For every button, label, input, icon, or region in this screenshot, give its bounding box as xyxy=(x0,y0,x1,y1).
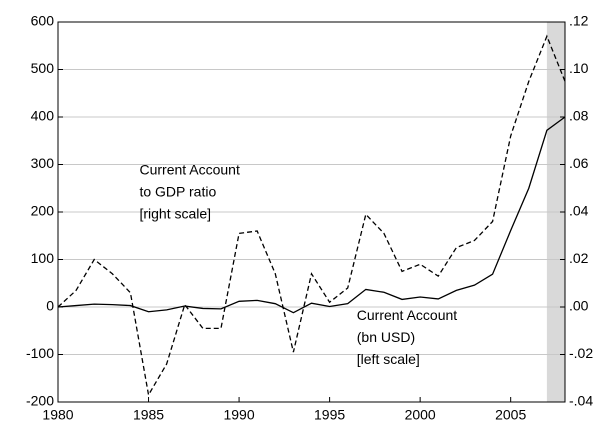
annotation: Current Account xyxy=(357,307,457,323)
y-tick-label: 400 xyxy=(31,108,55,124)
y-tick-label: 300 xyxy=(31,155,55,171)
x-tick-label: 1995 xyxy=(314,407,345,423)
y-tick-label: 0 xyxy=(46,298,54,314)
y2-tick-label: .00 xyxy=(569,298,589,314)
y-tick-label: -200 xyxy=(26,393,54,409)
y-tick-label: 100 xyxy=(31,250,55,266)
annotation: (bn USD) xyxy=(357,329,415,345)
y2-tick-label: .12 xyxy=(569,13,589,29)
annotation: to GDP ratio xyxy=(139,183,216,199)
y2-tick-label: .02 xyxy=(569,250,589,266)
y2-tick-label: .08 xyxy=(569,108,589,124)
x-tick-label: 2005 xyxy=(495,407,526,423)
y2-tick-label: -.04 xyxy=(569,393,593,409)
y-tick-label: 600 xyxy=(31,13,55,29)
y2-tick-label: .06 xyxy=(569,155,589,171)
plot-frame xyxy=(57,21,566,403)
y-tick-label: -100 xyxy=(26,345,54,361)
y2-tick-label: .04 xyxy=(569,203,589,219)
series-line xyxy=(57,34,566,397)
x-tick-label: 1985 xyxy=(133,407,164,423)
x-tick-label: 2000 xyxy=(405,407,436,423)
y2-tick-label: -.02 xyxy=(569,345,593,361)
series-line xyxy=(57,116,566,314)
annotation: [right scale] xyxy=(139,205,211,221)
y-tick-label: 200 xyxy=(31,203,55,219)
x-tick-label: 1980 xyxy=(42,407,73,423)
y2-tick-label: .10 xyxy=(569,60,589,76)
annotation: Current Account xyxy=(139,161,239,177)
annotation: [left scale] xyxy=(357,351,420,367)
x-tick-label: 1990 xyxy=(223,407,254,423)
y-tick-label: 500 xyxy=(31,60,55,76)
